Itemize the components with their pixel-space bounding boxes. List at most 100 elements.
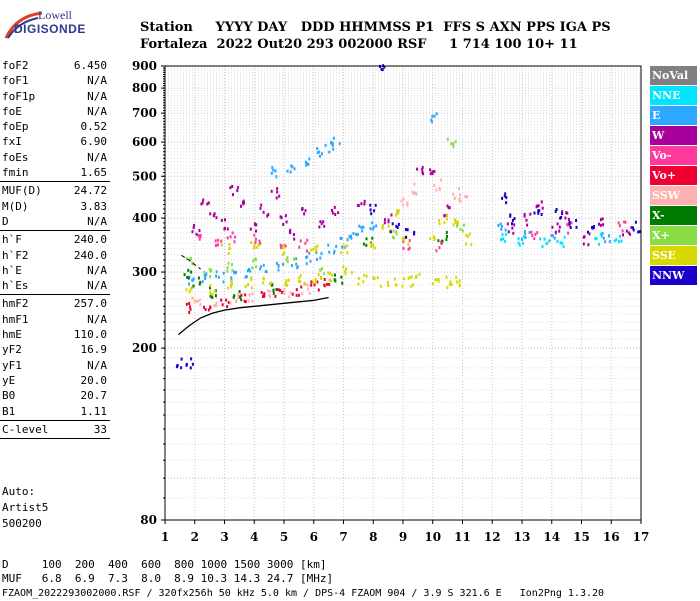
echo-pixel <box>258 239 261 243</box>
echo-pixel <box>407 247 410 251</box>
echo-pixel <box>534 232 537 236</box>
echo-pixel <box>538 209 541 213</box>
echo-pixel <box>387 284 390 287</box>
param-row: D N/A <box>0 214 112 229</box>
echo-pixel <box>452 145 455 148</box>
param-name: hmE <box>2 328 22 342</box>
data-point <box>582 232 591 247</box>
echo-pixel <box>328 278 331 282</box>
param-value: N/A <box>87 74 107 88</box>
echo-pixel <box>445 230 448 234</box>
echo-pixel <box>362 225 365 229</box>
echo-pixel <box>598 222 600 226</box>
echo-pixel <box>293 167 296 171</box>
echo-pixel <box>217 243 219 247</box>
echo-pixel <box>270 189 273 193</box>
echo-pixel <box>314 245 317 249</box>
echo-pixel <box>437 239 440 243</box>
echo-pixel <box>231 231 234 235</box>
echo-pixel <box>227 252 230 255</box>
echo-pixel <box>458 279 461 283</box>
echo-pixel <box>185 257 188 261</box>
echo-pixel <box>222 280 225 284</box>
echo-pixel <box>235 299 237 303</box>
echo-pixel <box>620 239 623 243</box>
echo-pixel <box>306 238 309 242</box>
echo-pixel <box>283 251 286 255</box>
echo-pixel <box>521 237 523 241</box>
echo-pixel <box>290 164 293 168</box>
echo-pixel <box>192 284 195 288</box>
data-point <box>410 272 421 287</box>
echo-pixel <box>247 299 250 303</box>
echo-pixel <box>412 191 415 195</box>
echo-pixel <box>214 294 217 297</box>
echo-pixel <box>463 223 465 227</box>
echo-pixel <box>632 228 635 232</box>
echo-pixel <box>269 289 272 293</box>
data-point <box>551 222 561 234</box>
true-height-profile <box>177 296 329 336</box>
auto-label: Auto: <box>2 485 36 498</box>
echo-pixel <box>337 211 340 215</box>
echo-pixel <box>220 218 223 222</box>
param-divider <box>0 419 110 421</box>
echo-pixel <box>634 220 637 224</box>
echo-pixel <box>226 305 229 309</box>
echo-pixel <box>298 293 300 297</box>
data-point <box>191 224 201 236</box>
data-point <box>220 298 230 309</box>
data-point <box>386 277 398 287</box>
data-point <box>348 231 357 240</box>
echo-pixel <box>413 182 416 186</box>
echo-pixel <box>529 212 532 216</box>
data-point <box>446 137 457 148</box>
data-point <box>438 214 449 226</box>
echo-pixel <box>553 236 556 240</box>
param-name: fmin <box>2 166 29 180</box>
echo-pixel <box>613 239 616 243</box>
data-point <box>226 231 237 244</box>
param-row: foEs N/A <box>0 150 112 165</box>
echo-pixel <box>309 259 312 263</box>
echo-pixel <box>371 236 374 240</box>
echo-pixel <box>249 269 252 273</box>
x-tick-label: 14 <box>543 530 560 544</box>
echo-pixel <box>332 136 335 140</box>
echo-pixel <box>231 282 233 286</box>
param-row: hmE 110.0 <box>0 327 112 342</box>
echo-pixel <box>513 223 516 227</box>
series-vo- <box>197 220 627 253</box>
echo-pixel <box>504 239 507 243</box>
echo-pixel <box>193 224 196 227</box>
echo-pixel <box>362 280 365 284</box>
echo-pixel <box>270 281 273 285</box>
echo-pixel <box>197 276 200 280</box>
echo-pixel <box>458 198 461 202</box>
data-point <box>455 275 461 288</box>
data-point <box>262 276 273 286</box>
echo-pixel <box>320 276 323 280</box>
echo-pixel <box>215 301 218 305</box>
echo-pixel <box>565 211 568 215</box>
echo-pixel <box>262 263 265 267</box>
echo-pixel <box>211 296 214 299</box>
echo-pixel <box>517 237 520 241</box>
echo-pixel <box>459 227 462 231</box>
echo-pixel <box>601 217 604 221</box>
echo-pixel <box>466 234 469 238</box>
data-point <box>244 267 252 279</box>
echo-pixel <box>322 220 325 224</box>
echo-pixel <box>541 245 544 248</box>
auto-program: Artist5 <box>2 501 49 514</box>
echo-pixel <box>226 236 229 240</box>
data-point <box>598 217 605 227</box>
data-point <box>465 232 473 247</box>
echo-pixel <box>268 294 271 298</box>
echo-pixel <box>319 256 322 260</box>
echo-pixel <box>285 279 288 283</box>
echo-pixel <box>250 241 253 244</box>
echo-pixel <box>319 268 322 272</box>
data-point <box>249 222 258 233</box>
echo-pixel <box>189 366 192 370</box>
